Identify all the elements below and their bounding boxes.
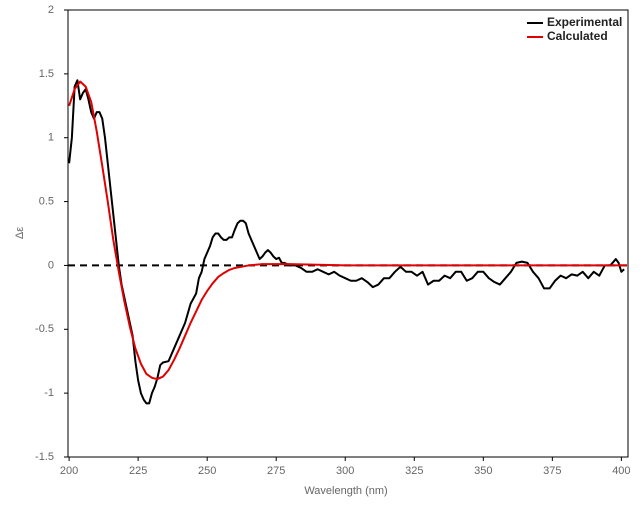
x-tick-label: 225 <box>129 465 147 477</box>
x-tick-label: 350 <box>474 465 492 477</box>
x-tick-label: 250 <box>198 465 216 477</box>
x-tick-label: 400 <box>612 465 630 477</box>
y-tick-label: -1.5 <box>35 451 54 463</box>
x-axis-label: Wavelength (nm) <box>304 485 387 497</box>
plot-frame <box>67 9 629 458</box>
y-tick-label: 0 <box>48 259 54 271</box>
y-tick-label: 1 <box>48 132 54 144</box>
y-tick-label: -0.5 <box>35 323 54 335</box>
x-tick-label: 200 <box>60 465 78 477</box>
legend-label: Experimental <box>547 15 622 29</box>
series-line <box>68 79 625 405</box>
x-tick-label: 275 <box>267 465 285 477</box>
x-tick-label: 325 <box>405 465 423 477</box>
x-tick-label: 300 <box>336 465 354 477</box>
y-tick-label: -1 <box>44 387 54 399</box>
y-tick-label: 1.5 <box>39 68 54 80</box>
legend-label: Calculated <box>547 29 608 43</box>
y-axis-label: Δε <box>14 227 26 239</box>
x-tick-label: 375 <box>543 465 561 477</box>
y-tick-label: 2 <box>48 4 54 16</box>
series-line <box>68 80 627 381</box>
y-tick-label: 0.5 <box>39 195 54 207</box>
